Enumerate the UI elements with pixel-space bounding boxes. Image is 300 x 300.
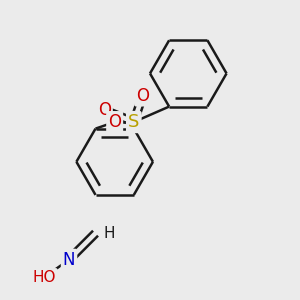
Text: O: O: [98, 101, 111, 119]
Text: O: O: [136, 86, 149, 104]
Text: H: H: [103, 226, 115, 241]
Text: HO: HO: [32, 270, 56, 285]
Text: S: S: [128, 113, 140, 131]
Text: O: O: [108, 113, 121, 131]
Text: N: N: [63, 251, 75, 269]
